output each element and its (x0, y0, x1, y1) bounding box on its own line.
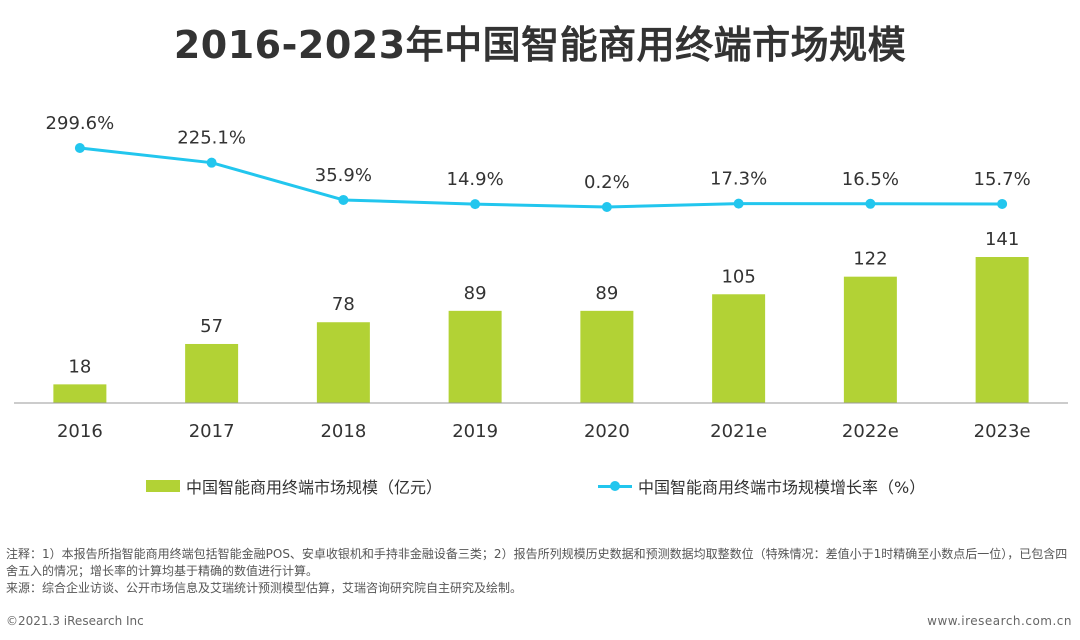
bar-2019 (448, 310, 502, 403)
bar-value-label: 141 (985, 229, 1019, 250)
legend-bar-swatch (146, 480, 180, 492)
bar-value-label: 78 (332, 294, 355, 315)
x-tick-label: 2022e (842, 421, 899, 442)
x-tick-label: 2016 (57, 421, 103, 442)
chart-plot: 18 2016 57 2017 78 2018 89 2019 89 2020 105 2021e 12… (14, 113, 1068, 442)
website-text: www.iresearch.com.cn (927, 614, 1072, 628)
legend-item-line: 中国智能商用终端市场规模增长率（%） (598, 474, 925, 498)
growth-rate-label: 17.3% (710, 169, 767, 190)
bar-value-label: 122 (853, 249, 887, 270)
growth-rate-label: 0.2% (584, 172, 630, 193)
bar-2020 (580, 310, 634, 403)
bar-value-label: 57 (200, 316, 223, 337)
chart-notes: 注释：1）本报告所指智能商用终端包括智能金融POS、安卓收银机和手持非金融设备三… (6, 546, 1074, 597)
bar-value-label: 89 (464, 283, 487, 304)
growth-rate-line (79, 146, 1003, 209)
growth-rate-label: 299.6% (46, 113, 115, 134)
x-tick-label: 2019 (452, 421, 498, 442)
notes-line-1: 注释：1）本报告所指智能商用终端包括智能金融POS、安卓收银机和手持非金融设备三… (6, 547, 1068, 578)
legend-item-bar: 中国智能商用终端市场规模（亿元） (146, 474, 442, 498)
growth-rate-label: 35.9% (315, 165, 372, 186)
copyright-text: ©2021.3 iResearch Inc (6, 614, 144, 628)
bar-value-label: 105 (721, 266, 755, 287)
bar-2022e (843, 276, 897, 403)
legend-line-label: 中国智能商用终端市场规模增长率（%） (638, 478, 926, 497)
x-tick-label: 2023e (974, 421, 1031, 442)
growth-rate-label: 16.5% (842, 169, 899, 190)
growth-rate-point (470, 199, 481, 210)
x-tick-label: 2020 (584, 421, 630, 442)
chart-title: 2016-2023年中国智能商用终端市场规模 (173, 23, 907, 67)
growth-rate-point (206, 157, 217, 168)
bar-value-label: 18 (68, 356, 91, 377)
bar-2023e (975, 257, 1029, 403)
notes-line-2: 来源：综合企业访谈、公开市场信息及艾瑞统计预测模型估算，艾瑞咨询研究院自主研究及… (6, 581, 523, 595)
growth-rate-point (997, 198, 1008, 209)
bar-2018 (316, 322, 370, 403)
bar-2016 (53, 384, 107, 403)
bar-2017 (185, 343, 239, 403)
x-tick-label: 2021e (710, 421, 767, 442)
legend-bar-label: 中国智能商用终端市场规模（亿元） (186, 478, 443, 497)
growth-rate-point (338, 194, 349, 205)
bar-value-label: 89 (595, 283, 618, 304)
growth-rate-label: 15.7% (974, 169, 1031, 190)
growth-rate-point (733, 198, 744, 209)
x-tick-label: 2017 (189, 421, 235, 442)
legend-line-swatch (598, 480, 632, 492)
x-tick-label: 2018 (320, 421, 366, 442)
bar-2021e (712, 294, 766, 403)
growth-rate-point (865, 198, 876, 209)
growth-rate-label: 14.9% (447, 169, 504, 190)
growth-rate-label: 225.1% (177, 128, 246, 149)
growth-rate-point (601, 202, 612, 212)
growth-rate-point (74, 143, 85, 153)
